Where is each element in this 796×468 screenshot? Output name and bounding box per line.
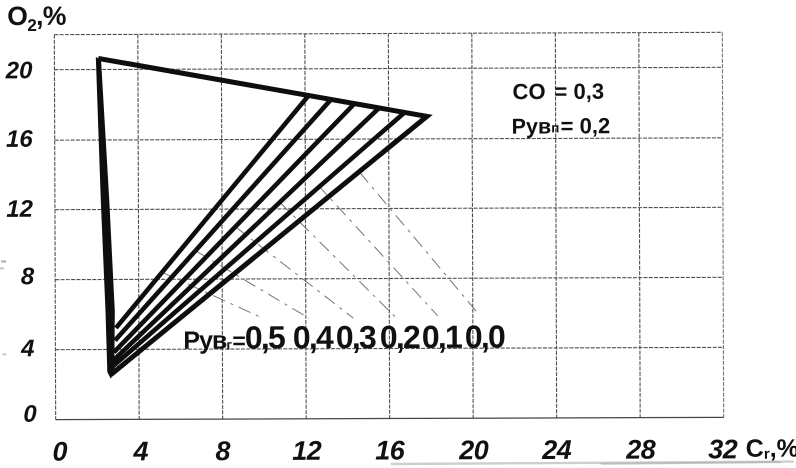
svg-text:4: 4: [132, 436, 148, 466]
svg-text:0: 0: [23, 401, 37, 428]
svg-text:12: 12: [292, 436, 322, 466]
svg-text:16: 16: [6, 126, 33, 153]
svg-text:=: =: [232, 328, 246, 354]
svg-text:Рувг: Рувг: [183, 327, 232, 355]
svg-text:0,3: 0,3: [336, 319, 376, 355]
svg-text:8: 8: [21, 263, 35, 290]
svg-text:8: 8: [215, 436, 230, 466]
svg-text:= 0,3: = 0,3: [554, 79, 604, 104]
svg-text:Cr,%: Cr,%: [746, 435, 796, 463]
svg-text:12: 12: [6, 196, 33, 223]
svg-text:4: 4: [20, 335, 34, 362]
svg-text:CO: CO: [512, 79, 545, 104]
svg-text:O2,%: O2,%: [7, 1, 66, 35]
svg-text:16: 16: [375, 435, 406, 465]
svg-text:0,4: 0,4: [293, 319, 334, 355]
svg-text:0,5: 0,5: [245, 319, 285, 355]
svg-text:= 0,2: = 0,2: [561, 113, 611, 138]
svg-text:0,2: 0,2: [380, 319, 420, 355]
svg-text:20: 20: [458, 435, 489, 465]
svg-text:0,1: 0,1: [422, 319, 462, 355]
svg-text:0: 0: [52, 437, 67, 467]
svg-text:0,0: 0,0: [465, 319, 505, 355]
svg-text:24: 24: [541, 435, 572, 465]
svg-text:32: 32: [708, 434, 738, 464]
svg-text:28: 28: [625, 435, 656, 465]
svg-text:20: 20: [5, 57, 33, 84]
